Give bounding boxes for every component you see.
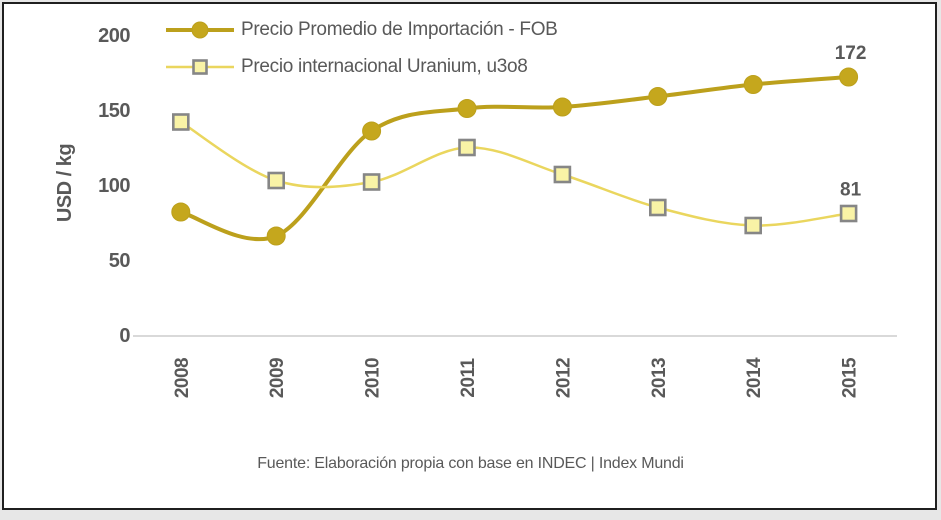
data-point-fob	[552, 97, 572, 117]
source-note: Fuente: Elaboración propia con base en I…	[257, 455, 684, 472]
data-point-uranium	[553, 165, 572, 184]
data-point-fob	[362, 121, 382, 141]
x-tick-label: 2010	[363, 358, 384, 398]
y-tick-label: 150	[98, 100, 130, 122]
y-tick-label: 50	[109, 250, 131, 272]
data-point-fob	[171, 202, 191, 222]
data-point-uranium	[648, 198, 667, 217]
x-tick-label: 2011	[458, 357, 479, 397]
x-tick-label: 2013	[649, 358, 670, 398]
data-point-fob	[648, 87, 668, 106]
data-point-fob	[743, 75, 763, 94]
legend-label-fob: Precio Promedio de Importación - FOB	[241, 19, 558, 40]
data-point-fob	[266, 226, 286, 246]
legend-label-uranium: Precio internacional Uranium, u3o8	[241, 56, 528, 77]
data-point-fob	[457, 99, 477, 118]
y-tick-label: 0	[119, 325, 130, 347]
fob-line-circle-icon	[166, 21, 234, 39]
data-point-uranium	[458, 138, 476, 157]
data-point-uranium	[267, 171, 286, 190]
y-tick-label: 100	[98, 175, 130, 197]
chart-frame	[2, 2, 937, 510]
x-tick-label: 2015	[840, 357, 861, 398]
end-data-label-fob: 172	[835, 43, 867, 64]
x-tick-label: 2008	[172, 358, 193, 398]
data-point-fob	[839, 67, 859, 87]
end-data-label-uranium: 81	[840, 180, 862, 201]
legend-swatch-circle	[191, 21, 209, 39]
x-tick-label: 2014	[744, 357, 765, 398]
x-tick-label: 2009	[267, 358, 288, 398]
legend-item-fob: Precio Promedio de Importación - FOB	[166, 19, 558, 41]
legend-item-uranium: Precio internacional Uranium, u3o8	[166, 56, 528, 78]
y-axis-title: USD / kg	[54, 143, 76, 223]
legend-swatch-square	[192, 59, 208, 75]
x-tick-label: 2012	[553, 358, 574, 398]
uranium-line-square-icon	[166, 59, 234, 75]
y-tick-label: 200	[98, 25, 130, 47]
data-point-uranium	[362, 173, 381, 191]
data-point-uranium	[172, 113, 190, 131]
data-point-uranium	[839, 204, 858, 223]
data-point-uranium	[744, 216, 763, 235]
